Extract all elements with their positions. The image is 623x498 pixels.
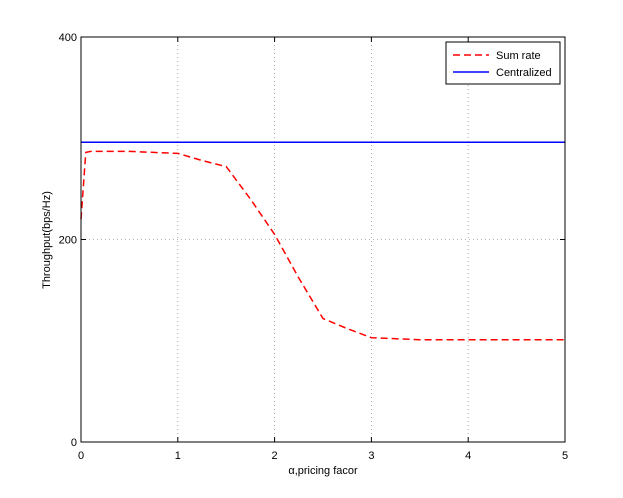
- grid: [81, 37, 565, 442]
- legend-label-centralized: Centralized: [496, 67, 552, 79]
- ticks: 0 1 2 3 4 5 0 200 400: [59, 32, 568, 462]
- legend-box: [445, 41, 561, 85]
- y-tick-label: 200: [59, 235, 77, 247]
- x-tick-label: 5: [562, 450, 568, 462]
- series-layer: [80, 141, 565, 341]
- legend-label-sum-rate: Sum rate: [496, 50, 541, 62]
- x-tick-label: 2: [272, 450, 278, 462]
- x-tick-label: 0: [78, 450, 84, 462]
- x-tick-label: 1: [175, 450, 181, 462]
- legend: Sum rate Centralized: [445, 41, 561, 85]
- x-tick-label: 4: [465, 450, 471, 462]
- x-axis-label: α,pricing facor: [288, 465, 358, 477]
- series-line-sum-rate: [80, 150, 565, 341]
- y-axis-label: Throughput(bps/Hz): [41, 191, 53, 289]
- x-tick-label: 3: [368, 450, 374, 462]
- y-tick-label: 400: [59, 32, 77, 44]
- y-tick-label: 0: [71, 437, 77, 449]
